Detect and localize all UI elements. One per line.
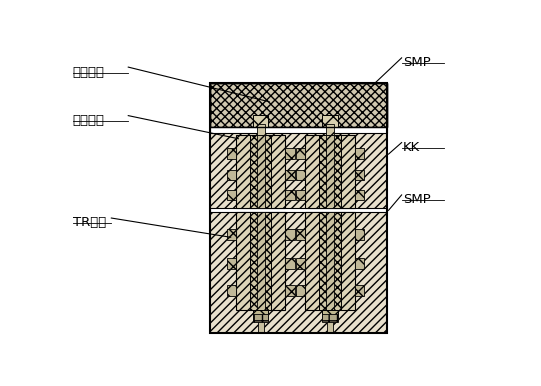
Bar: [322, 310, 338, 320]
Bar: [319, 135, 341, 208]
Bar: [355, 285, 364, 296]
Bar: [227, 229, 236, 240]
Bar: [296, 258, 305, 269]
Bar: [326, 124, 334, 135]
Bar: [227, 148, 236, 159]
Bar: [326, 212, 334, 310]
Bar: [355, 229, 364, 240]
Bar: [296, 169, 305, 180]
Bar: [250, 212, 272, 310]
Bar: [355, 148, 364, 159]
Bar: [253, 310, 268, 320]
Bar: [210, 83, 387, 333]
Bar: [285, 169, 295, 180]
Bar: [227, 190, 236, 200]
Bar: [322, 115, 338, 127]
Bar: [258, 320, 264, 333]
Text: SMP: SMP: [403, 193, 431, 207]
Bar: [285, 229, 295, 240]
Bar: [355, 258, 364, 269]
Bar: [296, 285, 305, 296]
Bar: [253, 314, 268, 322]
Bar: [305, 212, 355, 310]
Bar: [257, 212, 265, 310]
Bar: [257, 135, 265, 208]
Bar: [355, 190, 364, 200]
Bar: [210, 83, 387, 333]
Bar: [296, 190, 305, 200]
Bar: [210, 83, 387, 127]
Bar: [227, 169, 236, 180]
Bar: [236, 135, 285, 208]
Bar: [326, 135, 334, 208]
Bar: [285, 258, 295, 269]
Bar: [327, 320, 333, 333]
Bar: [319, 212, 341, 310]
Text: 天线基板: 天线基板: [73, 114, 105, 127]
Bar: [236, 212, 285, 310]
Text: TR模块: TR模块: [73, 217, 106, 230]
Bar: [227, 258, 236, 269]
Bar: [296, 148, 305, 159]
Bar: [285, 190, 295, 200]
Text: 贴片天线: 贴片天线: [73, 66, 105, 79]
Bar: [253, 115, 268, 127]
Text: SMP: SMP: [403, 56, 431, 69]
Bar: [210, 83, 387, 127]
Bar: [285, 148, 295, 159]
Bar: [305, 135, 355, 208]
Bar: [322, 314, 338, 322]
Bar: [227, 285, 236, 296]
Bar: [285, 285, 295, 296]
Bar: [210, 208, 387, 212]
Bar: [296, 229, 305, 240]
Text: KK: KK: [403, 141, 420, 154]
Bar: [250, 135, 272, 208]
Bar: [355, 169, 364, 180]
Bar: [257, 124, 265, 135]
Bar: [210, 127, 387, 133]
